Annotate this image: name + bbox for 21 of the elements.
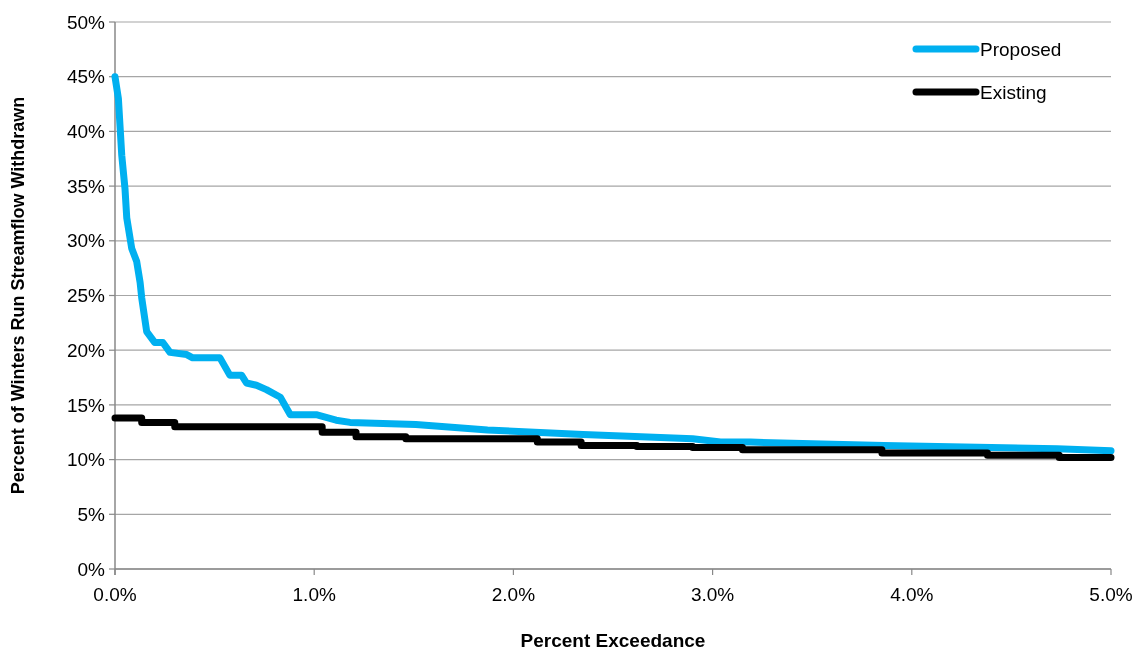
- y-tick-label: 50%: [66, 11, 106, 33]
- x-tick-label: 2.0%: [491, 584, 536, 605]
- x-tick-label: 3.0%: [690, 584, 735, 605]
- legend-label: Existing: [980, 81, 1047, 103]
- y-tick-label: 40%: [66, 121, 106, 143]
- y-tick-label: 0%: [77, 558, 106, 580]
- x-tick-label: 5.0%: [1089, 584, 1133, 605]
- x-tick-label: 4.0%: [890, 584, 934, 605]
- x-tick-label: 1.0%: [292, 584, 336, 605]
- x-axis-title: Percent Exceedance: [520, 630, 706, 651]
- y-axis-title: Percent of Winters Run Streamflow Withdrawn: [8, 96, 28, 495]
- y-tick-label: 20%: [66, 339, 106, 361]
- legend-label: Proposed: [980, 38, 1062, 60]
- y-tick-label: 35%: [66, 175, 106, 197]
- y-tick-label: 25%: [66, 285, 106, 307]
- y-tick-label: 10%: [66, 449, 106, 471]
- y-tick-label: 15%: [66, 394, 106, 416]
- x-tick-label: 0.0%: [93, 584, 137, 605]
- y-tick-label: 30%: [66, 230, 106, 252]
- y-tick-label: 5%: [77, 503, 106, 525]
- y-tick-label: 45%: [66, 66, 106, 88]
